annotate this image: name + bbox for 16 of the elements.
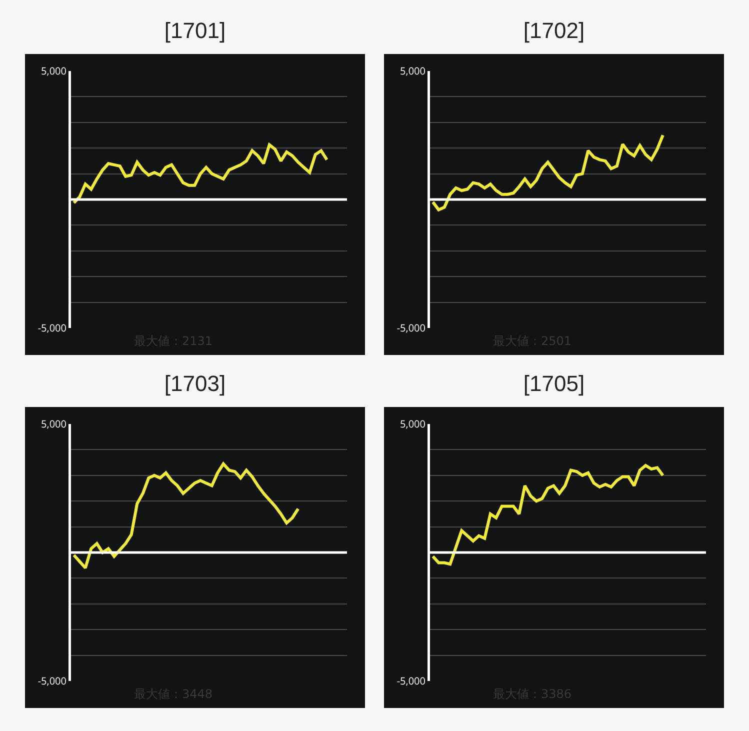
y-tick-label: 5,000: [400, 64, 426, 78]
y-tick-label: 5,000: [400, 416, 426, 430]
y-tick-label: -5,000: [38, 674, 67, 688]
y-tick-label: -5,000: [396, 674, 426, 688]
y-tick-label: -5,000: [38, 320, 67, 334]
line-series: [431, 134, 664, 212]
y-tick-label: 5,000: [41, 416, 67, 430]
chart-title: [1701]: [163, 17, 227, 45]
chart-title: [1705]: [522, 370, 586, 398]
y-tick-label: 5,000: [41, 64, 67, 78]
line-series: [72, 462, 300, 570]
y-tick-label: -5,000: [396, 320, 426, 334]
chart-title: [1702]: [522, 17, 586, 45]
line-series: [431, 464, 664, 566]
chart-title: [1703]: [163, 370, 227, 398]
line-series: [72, 143, 328, 204]
